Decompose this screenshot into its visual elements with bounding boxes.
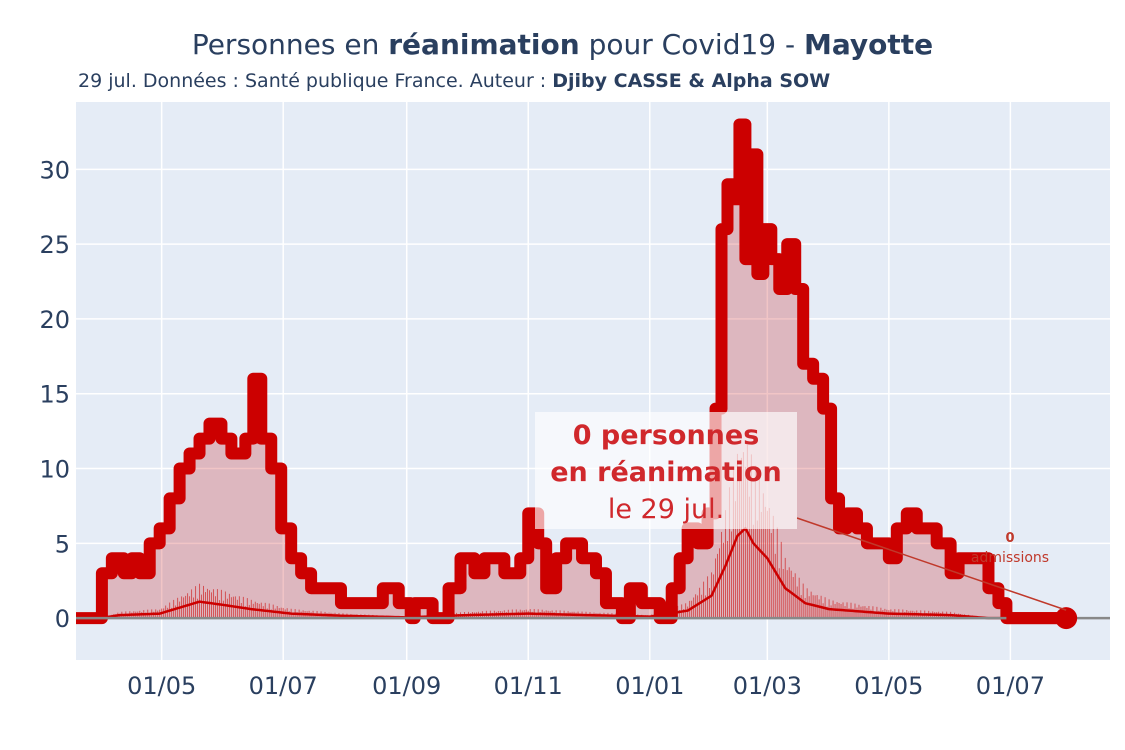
- annotation-box: [535, 412, 797, 529]
- reanimation-area-fill: [76, 124, 1069, 619]
- title-prefix: Personnes en: [191, 28, 389, 61]
- subtitle-author: Djiby CASSE & Alpha SOW: [552, 70, 831, 92]
- chart-title: Personnes en réanimation pour Covid19 - …: [192, 28, 933, 61]
- subtitle-text: 29 jul. Données : Santé publique France.…: [78, 70, 553, 92]
- annotation-line1: 0 personnes: [573, 420, 760, 451]
- y-tick-label: 5: [55, 530, 70, 558]
- admissions-value: 0: [1005, 531, 1014, 546]
- admissions-label: admissions: [971, 550, 1049, 566]
- title-bold-metric: réanimation: [388, 28, 580, 61]
- x-tick-label: 01/07: [976, 672, 1045, 700]
- y-axis-ticks: 0 5 10 15 20 25 30: [39, 156, 70, 633]
- x-tick-label: 01/05: [854, 672, 923, 700]
- reanimation-line: [71, 118, 1073, 625]
- admissions-average-line: [76, 527, 1067, 620]
- y-tick-label: 10: [39, 456, 70, 484]
- x-axis-ticks: 01/05 01/07 01/09 01/11 01/01 01/03 01/05 01/07: [127, 672, 1045, 700]
- chart-title-block: Personnes en réanimation pour Covid19 - …: [0, 28, 1125, 61]
- x-tick-label: 01/11: [494, 672, 563, 700]
- y-tick-label: 0: [55, 605, 70, 633]
- last-point-marker: [1055, 607, 1078, 630]
- annotation-arrow: [796, 517, 1067, 611]
- annotation-line2: en réanimation: [550, 457, 782, 488]
- y-tick-label: 15: [39, 381, 70, 409]
- chart-subtitle: 29 jul. Données : Santé publique France.…: [78, 70, 830, 92]
- y-tick-label: 20: [39, 306, 70, 334]
- y-tick-label: 30: [39, 156, 70, 184]
- x-tick-label: 01/07: [249, 672, 318, 700]
- title-middle: pour Covid19 -: [579, 28, 805, 61]
- x-tick-label: 01/01: [615, 672, 684, 700]
- title-bold-region: Mayotte: [804, 28, 934, 61]
- x-tick-label: 01/05: [127, 672, 196, 700]
- y-tick-label: 25: [39, 231, 70, 259]
- x-tick-label: 01/03: [733, 672, 802, 700]
- x-tick-label: 01/09: [372, 672, 441, 700]
- annotation-line3: le 29 jul.: [608, 494, 724, 525]
